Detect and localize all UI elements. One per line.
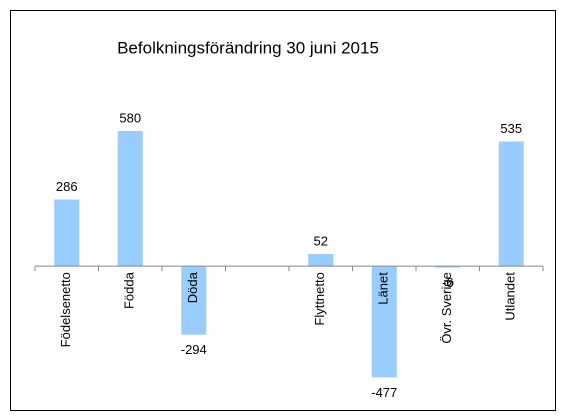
chart-title: Befolkningsförändring 30 juni 2015 <box>117 38 379 57</box>
bar <box>498 141 524 267</box>
data-label: 286 <box>56 179 78 194</box>
data-label: -6 <box>442 275 454 290</box>
x-tick-label: Utlandet <box>503 272 518 321</box>
x-tick-label: Länet <box>376 272 391 305</box>
bar <box>435 266 461 268</box>
data-label: -477 <box>371 385 397 400</box>
x-tick-label: Födda <box>122 271 137 309</box>
bar <box>371 266 397 378</box>
bar <box>54 199 80 267</box>
bar <box>181 266 207 335</box>
data-label: -294 <box>181 342 207 357</box>
x-tick-label: Flyttnetto <box>312 272 327 325</box>
x-tick-label: Övr. Sverige <box>439 272 454 344</box>
x-tick-label: Födelsenetto <box>58 272 73 347</box>
x-tick-label: Döda <box>185 271 200 303</box>
bar <box>308 254 334 267</box>
data-label: 535 <box>500 121 522 136</box>
bar <box>117 130 143 267</box>
chart-frame <box>10 10 556 411</box>
data-label: 580 <box>119 110 141 125</box>
data-label: 52 <box>314 233 328 248</box>
